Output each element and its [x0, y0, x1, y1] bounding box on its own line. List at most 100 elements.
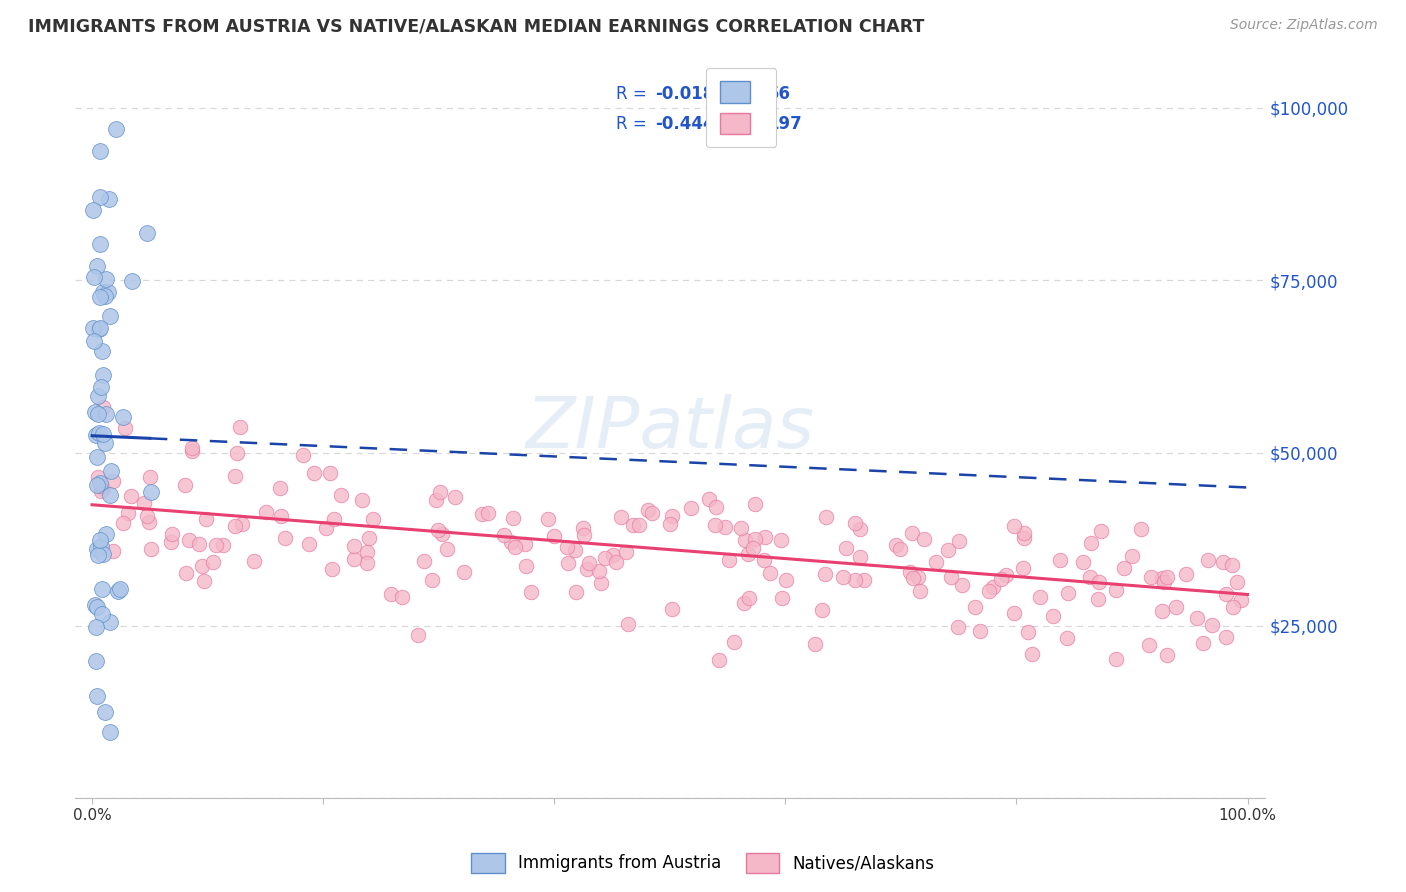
Point	[912, 533, 935, 547]
Point	[1029, 590, 1052, 604]
Point	[641, 507, 664, 521]
Point	[139, 542, 162, 557]
Point	[907, 570, 929, 584]
Point	[211, 539, 233, 553]
Point	[713, 520, 735, 534]
Point	[87, 425, 110, 440]
Point	[94, 705, 117, 719]
Point	[91, 285, 114, 299]
Point	[90, 380, 112, 394]
Point	[174, 477, 197, 491]
Point	[89, 144, 111, 158]
Point	[1226, 575, 1249, 590]
Text: -0.018: -0.018	[655, 86, 714, 103]
Point	[321, 562, 343, 576]
Point	[139, 469, 162, 483]
Point	[576, 562, 599, 576]
Point	[191, 558, 214, 573]
Point	[430, 527, 453, 541]
Point	[139, 484, 162, 499]
Point	[181, 444, 204, 458]
Point	[910, 584, 932, 599]
Point	[1229, 592, 1251, 607]
Legend: Immigrants from Austria, Natives/Alaskans: Immigrants from Austria, Natives/Alaskan…	[464, 847, 942, 880]
Point	[1150, 571, 1173, 585]
Point	[537, 512, 560, 526]
Point	[1012, 532, 1035, 546]
Point	[1042, 609, 1064, 624]
Point	[1080, 570, 1102, 584]
Point	[844, 574, 866, 588]
Point	[1090, 524, 1112, 539]
Point	[380, 587, 402, 601]
Point	[1174, 567, 1197, 582]
Point	[436, 542, 458, 557]
Point	[925, 555, 948, 569]
Text: Source: ZipAtlas.com: Source: ZipAtlas.com	[1230, 18, 1378, 32]
Point	[343, 539, 366, 553]
Point	[565, 585, 588, 599]
Point	[82, 202, 104, 217]
Point	[1049, 553, 1071, 567]
Point	[83, 334, 105, 348]
Point	[444, 490, 467, 504]
Point	[87, 548, 110, 562]
Point	[1197, 553, 1219, 567]
Point	[571, 521, 593, 535]
Point	[1150, 604, 1173, 618]
Point	[229, 420, 252, 434]
Point	[605, 555, 627, 569]
Point	[889, 542, 911, 557]
Point	[94, 272, 117, 286]
Point	[754, 552, 776, 566]
Point	[91, 343, 114, 358]
Point	[86, 542, 108, 557]
Point	[84, 428, 107, 442]
Point	[1087, 592, 1109, 607]
Point	[89, 533, 111, 548]
Point	[848, 522, 870, 536]
Point	[120, 489, 142, 503]
Point	[733, 596, 755, 610]
Point	[969, 624, 991, 639]
Point	[224, 519, 246, 533]
Point	[723, 634, 745, 648]
Point	[231, 516, 253, 531]
Point	[98, 310, 121, 324]
Point	[844, 516, 866, 530]
Point	[744, 497, 766, 511]
Point	[1139, 638, 1161, 652]
Point	[557, 556, 579, 570]
Point	[900, 525, 922, 540]
Point	[86, 259, 108, 273]
Point	[160, 534, 183, 549]
Point	[83, 598, 105, 612]
Point	[1021, 647, 1043, 661]
Point	[734, 533, 756, 548]
Point	[114, 421, 136, 435]
Point	[94, 435, 117, 450]
Point	[134, 495, 156, 509]
Point	[602, 548, 624, 562]
Point	[356, 544, 378, 558]
Point	[948, 534, 970, 549]
Point	[471, 507, 494, 521]
Point	[815, 509, 838, 524]
Point	[181, 441, 204, 455]
Point	[121, 273, 143, 287]
Point	[425, 493, 447, 508]
Point	[1215, 587, 1237, 601]
Point	[350, 492, 373, 507]
Point	[738, 591, 761, 605]
Point	[91, 368, 114, 382]
Point	[901, 571, 924, 585]
Point	[574, 528, 596, 542]
Point	[87, 408, 110, 422]
Point	[269, 481, 291, 495]
Point	[1012, 561, 1035, 575]
Point	[704, 500, 727, 515]
Point	[503, 540, 526, 554]
Text: N =: N =	[733, 115, 769, 133]
Point	[91, 427, 114, 442]
Point	[501, 535, 523, 549]
